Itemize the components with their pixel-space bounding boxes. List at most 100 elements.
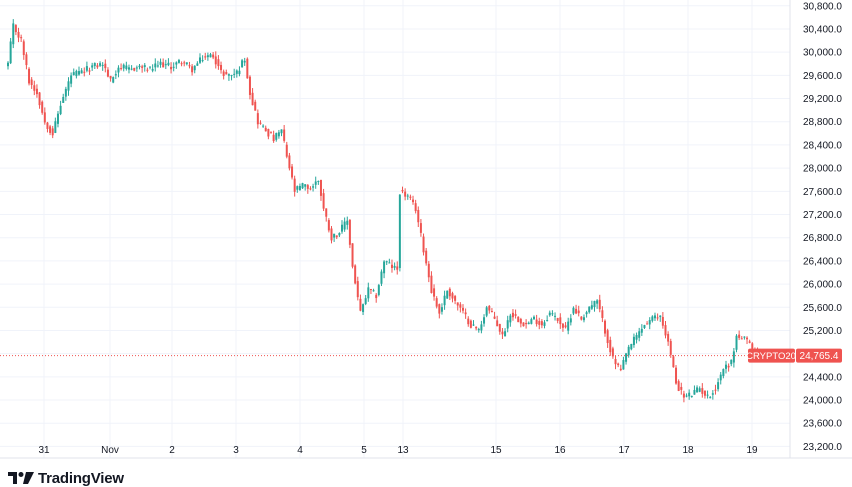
y-tick-label: 30,400.0 (803, 24, 842, 35)
candle-body (646, 323, 649, 325)
time-axis[interactable]: 31 Nov 2 3 4 5 13 15 16 17 18 19 (38, 445, 758, 456)
candle (72, 68, 75, 76)
candle (588, 306, 591, 314)
candle-body (401, 189, 404, 192)
candle (406, 193, 409, 200)
candle (20, 34, 23, 43)
candle (485, 305, 488, 318)
candle-body (738, 334, 741, 338)
candle-body (606, 330, 609, 344)
candle-body (506, 320, 509, 329)
candle (461, 304, 464, 314)
candle-body (477, 328, 480, 331)
candle (730, 359, 733, 367)
candle (506, 315, 509, 333)
candle-body (248, 76, 251, 95)
candle-body (343, 221, 346, 230)
candle (91, 62, 94, 71)
candle-body (404, 191, 407, 197)
candle-body (156, 65, 159, 67)
price-axis[interactable]: 23,200.023,600.024,000.024,400.024,800.0… (803, 1, 842, 453)
candle (80, 68, 83, 74)
candle-body (214, 56, 217, 65)
candle-body (243, 60, 246, 63)
candle (222, 69, 225, 80)
candle (9, 37, 12, 65)
candle-body (422, 236, 425, 253)
candle (101, 62, 104, 71)
candle-body (582, 317, 585, 321)
candle (317, 180, 320, 185)
candle-body (238, 70, 241, 75)
candle-body (525, 322, 528, 325)
candle (475, 326, 478, 331)
candle (690, 395, 693, 398)
candle (422, 233, 425, 256)
candle-body (346, 220, 349, 225)
candle (522, 322, 525, 327)
candle-body (325, 208, 328, 217)
y-tick-label: 27,200.0 (803, 210, 842, 221)
candle (67, 77, 70, 96)
candle-body (680, 386, 683, 390)
candle-body (127, 67, 130, 70)
candle (464, 308, 467, 319)
candle-body (669, 341, 672, 355)
candle-body (572, 307, 575, 314)
candle-body (185, 62, 188, 65)
candle-body (106, 69, 109, 77)
candle-body (472, 324, 475, 326)
candle-body (561, 323, 564, 328)
candle (30, 77, 33, 89)
candle-body (730, 359, 733, 365)
candle-body (464, 312, 467, 315)
candle-body (356, 281, 359, 298)
candle (335, 235, 338, 240)
candle-body (372, 290, 375, 292)
candle (204, 52, 207, 60)
candle (559, 313, 562, 329)
candle (414, 199, 417, 214)
candle-body (369, 289, 372, 291)
candle-body (719, 374, 722, 381)
candle (738, 330, 741, 341)
candle (117, 65, 120, 78)
candle (35, 84, 38, 98)
candle-body (483, 317, 486, 324)
candle-body (703, 390, 706, 396)
candle (28, 67, 31, 86)
candle-body (540, 321, 543, 326)
candle (33, 80, 36, 96)
candle-body (632, 336, 635, 346)
candle-body (9, 41, 12, 64)
candle (322, 188, 325, 212)
candle (656, 313, 659, 321)
candle (220, 61, 223, 74)
candle-body (398, 194, 401, 268)
candle-body (359, 298, 362, 311)
candle (167, 58, 170, 67)
candle-body (301, 183, 304, 189)
candle-body (617, 363, 620, 366)
candle (551, 310, 554, 317)
candle (293, 175, 296, 197)
last-price-badge-bg (796, 348, 842, 363)
candle-body (70, 75, 73, 84)
candle-body (146, 69, 149, 71)
candle (554, 312, 557, 321)
candle-body (425, 250, 428, 264)
candle (388, 258, 391, 264)
candle (412, 195, 415, 205)
candle (748, 339, 751, 344)
tradingview-logo[interactable]: TradingView (8, 470, 124, 487)
candle (722, 368, 725, 379)
candle-body (43, 112, 46, 123)
candle (212, 51, 215, 60)
candle-body (99, 63, 102, 66)
candle (709, 396, 712, 399)
candle (527, 321, 530, 325)
candle (396, 261, 399, 275)
candle (751, 342, 754, 350)
candle-body (548, 312, 551, 316)
